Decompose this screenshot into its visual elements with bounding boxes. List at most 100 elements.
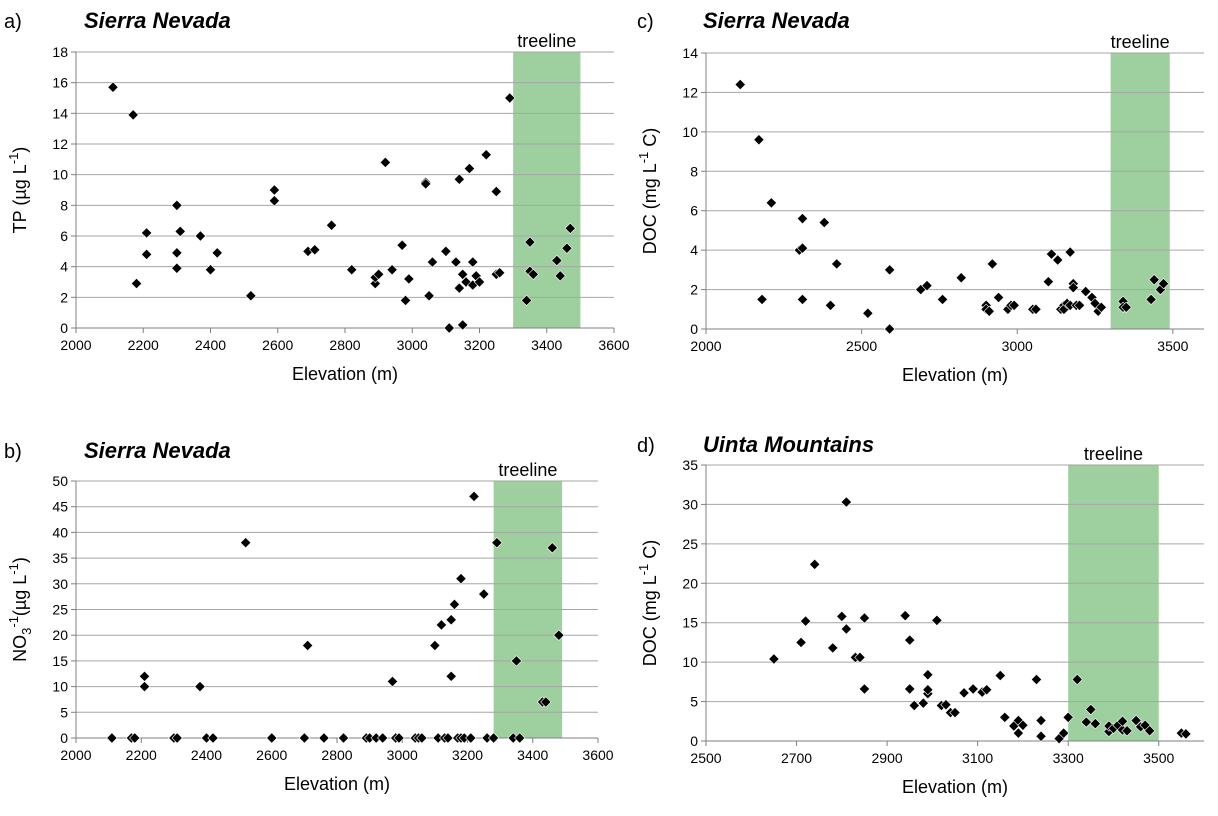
x-tick-label: 2800 xyxy=(321,747,352,763)
x-tick-label: 2600 xyxy=(262,337,293,353)
chart-title: Uinta Mountains xyxy=(703,432,874,457)
data-point xyxy=(453,282,465,294)
data-point xyxy=(931,614,943,626)
data-point xyxy=(936,293,949,306)
treeline-band xyxy=(1068,465,1159,741)
data-point xyxy=(423,290,435,302)
x-tick-label: 2400 xyxy=(195,337,226,353)
data-point xyxy=(207,732,219,744)
data-point xyxy=(435,619,448,631)
data-point xyxy=(386,675,399,688)
data-point xyxy=(298,732,310,744)
y-tick-label: 12 xyxy=(682,84,698,100)
x-tick-label: 3500 xyxy=(1143,750,1174,766)
y-tick-label: 4 xyxy=(690,242,698,258)
data-point xyxy=(922,669,934,681)
data-point xyxy=(453,173,465,185)
data-point xyxy=(1121,725,1133,737)
y-tick-label: 5 xyxy=(690,694,698,710)
data-point xyxy=(546,542,558,554)
y-tick-label: 50 xyxy=(52,473,68,489)
data-point xyxy=(904,683,916,695)
data-point xyxy=(992,291,1005,304)
data-point xyxy=(1030,303,1042,315)
panel-a: treeline 0 2 4 6 8 10 12 14 16 18 2000 2200 2400 2600 2… xyxy=(4,8,630,384)
x-tick-label: 2900 xyxy=(872,750,903,766)
data-point xyxy=(403,273,415,285)
data-point xyxy=(520,294,533,307)
x-tick-label: 2000 xyxy=(690,338,721,354)
data-point xyxy=(266,732,278,744)
y-tick-label: 2 xyxy=(60,289,68,305)
data-point xyxy=(1035,730,1047,742)
x-axis-title: Elevation (m) xyxy=(902,777,1008,797)
data-point xyxy=(426,256,439,268)
data-point xyxy=(1080,716,1092,728)
y-tick-label: 15 xyxy=(52,653,68,669)
data-point xyxy=(473,276,486,288)
y-tick-label: 5 xyxy=(60,704,68,720)
y-tick-label: 16 xyxy=(52,75,68,91)
y-tick-label: 20 xyxy=(52,627,68,643)
data-point xyxy=(818,216,830,229)
data-point xyxy=(796,212,809,225)
x-tick-label: 3200 xyxy=(452,747,483,763)
x-tick-label: 3100 xyxy=(962,750,993,766)
data-point xyxy=(129,732,141,744)
x-tick-label: 3400 xyxy=(517,747,548,763)
data-point xyxy=(399,294,412,307)
data-point xyxy=(240,537,252,549)
data-point xyxy=(309,244,321,256)
data-point xyxy=(899,609,911,622)
x-tick-label: 2000 xyxy=(60,747,91,763)
data-point xyxy=(904,634,916,646)
data-point xyxy=(1030,673,1043,686)
y-tick-label: 0 xyxy=(60,730,68,746)
y-tick-label: 25 xyxy=(682,536,698,552)
y-tick-label: 6 xyxy=(690,203,698,219)
data-point xyxy=(884,264,896,276)
panel-label: b) xyxy=(4,441,22,463)
data-point xyxy=(457,319,469,331)
data-point xyxy=(831,258,843,270)
data-point xyxy=(245,290,257,302)
x-tick-label: 3200 xyxy=(464,337,495,353)
data-point xyxy=(768,653,780,665)
chart-title: Sierra Nevada xyxy=(84,438,231,463)
panel-d: treeline 0 5 10 15 20 25 30 35 2500 2700 2900 3100 33… xyxy=(636,432,1204,797)
panel-label: c) xyxy=(637,11,654,33)
y-tick-label: 0 xyxy=(60,320,68,336)
x-tick-label: 3400 xyxy=(531,337,562,353)
data-point xyxy=(465,732,477,744)
data-point xyxy=(967,683,979,695)
data-point xyxy=(799,615,812,627)
data-point xyxy=(854,651,866,664)
y-tick-label: 14 xyxy=(682,45,698,61)
data-point xyxy=(524,236,536,248)
panel-label: d) xyxy=(637,435,655,457)
chart-title: Sierra Nevada xyxy=(703,8,850,33)
x-tick-label: 2800 xyxy=(329,337,360,353)
x-tick-label: 2200 xyxy=(128,337,159,353)
data-point xyxy=(369,277,381,290)
data-point xyxy=(1130,714,1142,727)
data-point xyxy=(478,588,490,600)
y-tick-label: 40 xyxy=(52,524,68,540)
data-point xyxy=(194,230,207,242)
data-point xyxy=(514,732,526,744)
y-axis-title: DOC (mg L-1 C) xyxy=(636,540,660,667)
data-point xyxy=(463,162,476,175)
data-point xyxy=(765,197,777,209)
data-point xyxy=(377,732,389,744)
data-point xyxy=(504,92,516,104)
data-point xyxy=(1071,673,1083,686)
x-axis-title: Elevation (m) xyxy=(284,774,390,794)
y-axis-title: DOC (mg L-1 C) xyxy=(636,128,660,255)
data-point xyxy=(455,573,467,585)
data-point xyxy=(884,323,896,335)
data-point xyxy=(457,268,469,280)
data-point xyxy=(107,81,119,93)
data-point xyxy=(561,242,573,254)
data-point xyxy=(1012,727,1025,739)
